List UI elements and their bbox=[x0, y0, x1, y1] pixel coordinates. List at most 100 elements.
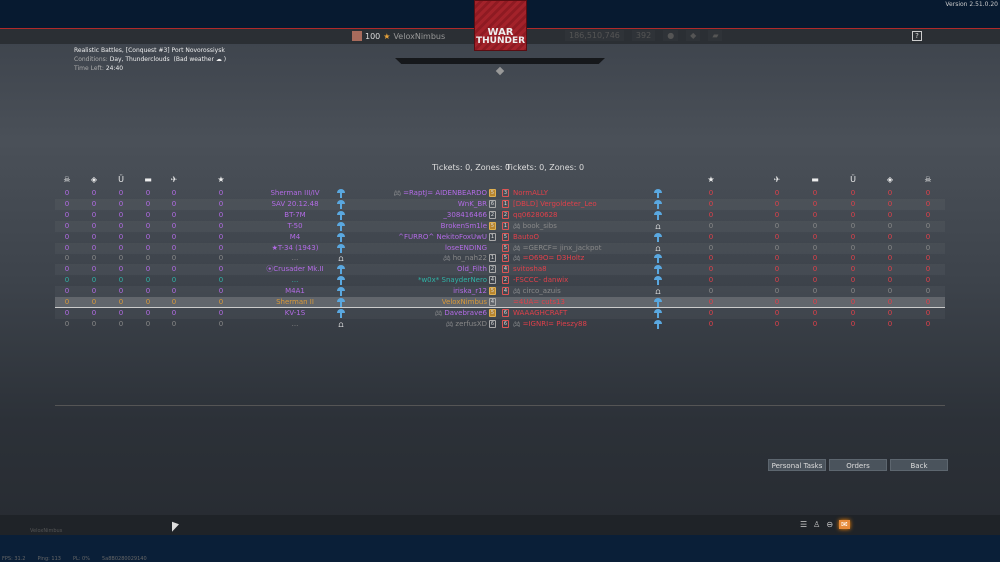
player-name[interactable]: =4UA= cuts13 bbox=[513, 297, 565, 308]
player-name[interactable]: 🎮︎ circo_azuis bbox=[513, 286, 561, 297]
gamepad-icon: 🎮︎ bbox=[393, 190, 402, 197]
player-name[interactable]: svitosha8 bbox=[513, 264, 547, 275]
stat-value: 0 bbox=[850, 298, 856, 306]
table-row[interactable]: 0 0 0 0 0 0 ★T-34 (1943) loseENDING 5 🎮︎ =GERCF= j… bbox=[55, 242, 945, 254]
parachute-icon bbox=[654, 254, 662, 264]
rank-badge: 1 bbox=[489, 254, 496, 263]
air-kill-icon[interactable]: ✈ bbox=[170, 175, 178, 184]
rank-badge: 1 bbox=[489, 232, 496, 241]
table-row[interactable]: 0 0 0 0 0 0 M4 ^FURRO^ NekitoFoxUwU 1 5 BautoO 0 0 0 0… bbox=[55, 232, 945, 243]
stat-value: 0 bbox=[171, 221, 177, 230]
lions-balance: 186,510,746 bbox=[565, 30, 624, 41]
stat-value: 0 bbox=[925, 221, 931, 230]
score-icon[interactable]: ★ bbox=[707, 175, 715, 184]
player-name[interactable]: qq06280628 bbox=[513, 210, 558, 221]
player-name[interactable]: 🎮︎ =IGNRI= Pieszy88 bbox=[513, 319, 587, 330]
stat-value: 0 bbox=[812, 232, 818, 241]
table-row[interactable]: 0 0 0 0 0 0 Sherman III/IV 🎮︎ =RaptJ= AIDENBEARD… bbox=[55, 188, 945, 199]
rank-badge: 2 bbox=[502, 210, 509, 219]
rank-badge: 4 bbox=[502, 287, 509, 296]
table-row[interactable]: 0 0 0 0 0 0 Sherman II VeloxNimbus 4 =4UA= cuts13… bbox=[55, 297, 945, 308]
player-name[interactable]: 🎮︎ zerfusXD bbox=[446, 319, 487, 330]
player-name[interactable]: 🎮︎ =GERCF= jinx_jackpot bbox=[513, 243, 601, 254]
player-name[interactable]: _308416466 bbox=[443, 210, 487, 221]
skull-icon[interactable]: ☠ bbox=[63, 175, 71, 184]
footer-player-name[interactable]: VeloxNimbus bbox=[30, 528, 63, 534]
player-name[interactable]: NormALLY bbox=[513, 188, 548, 199]
assist-icon[interactable]: Ü bbox=[850, 175, 856, 184]
player-name[interactable]: BrokenSm1le bbox=[441, 221, 487, 232]
player-name[interactable]: 🎮︎ ho_nah22 bbox=[443, 253, 487, 264]
player-name[interactable]: 🎮︎ =O69O= D3Holtz bbox=[513, 253, 584, 264]
air-kill-icon[interactable]: ✈ bbox=[773, 175, 781, 184]
gamepad-icon: 🎮︎ bbox=[513, 288, 521, 296]
capture-icon[interactable]: ◈ bbox=[90, 175, 98, 184]
table-row[interactable]: 0 0 0 0 0 0 KV-1S 🎮︎ Davebrave6 5 6 WAAAGHCRAFT 0 0 0 0… bbox=[55, 307, 945, 319]
warbond-icon: ◆ bbox=[686, 30, 701, 41]
parachute-icon bbox=[654, 308, 662, 318]
table-row[interactable]: 0 0 0 0 0 0... ⩍ 🎮︎ zerfusXD 6 6 🎮︎ =IGNRI= Pieszy88… bbox=[55, 319, 945, 330]
table-row[interactable]: 0 0 0 0 0 0 M4A1 iriska_r12 5 4 🎮︎ circo_azuis ⩍ 0 0 0 0… bbox=[55, 286, 945, 298]
table-row[interactable]: 0 0 0 0 0 0... *w0x* SnayderNero 4 2 -FSCCC- danw… bbox=[55, 275, 945, 286]
stat-value: 0 bbox=[171, 308, 177, 317]
player-name[interactable]: WAAAGHCRAFT bbox=[513, 308, 567, 319]
player-info[interactable]: 100 ★ VeloxNimbus bbox=[352, 31, 445, 41]
stat-value: 0 bbox=[145, 308, 151, 317]
stat-value: 0 bbox=[708, 189, 714, 197]
score-icon[interactable]: ★ bbox=[217, 175, 225, 184]
war-thunder-logo[interactable]: WAR THUNDER bbox=[474, 0, 527, 51]
ground-kill-icon[interactable]: ▬ bbox=[144, 175, 152, 184]
player-name[interactable]: iriska_r12 bbox=[453, 286, 487, 297]
parachute-icon bbox=[337, 308, 345, 318]
player-name[interactable]: WnK_BR bbox=[458, 199, 487, 210]
vehicle-name: M4A1 bbox=[285, 287, 305, 296]
player-name-text: ho_nah22 bbox=[452, 254, 487, 263]
stat-value: 0 bbox=[218, 308, 224, 317]
table-row[interactable]: 0 0 0 0 0 0 ⦿Crusader Mk.II Old_Filth 2 4 svitosha… bbox=[55, 264, 945, 276]
player-name[interactable]: [DBLD] Vergoldeter_Leo bbox=[513, 199, 597, 210]
table-row[interactable]: 0 0 0 0 0 0 BT-7M _308416466 2 2 qq06280628 0 0 0 0 0 0 bbox=[55, 210, 945, 221]
assist-icon[interactable]: Ü bbox=[118, 175, 124, 184]
stat-value: 0 bbox=[91, 243, 97, 252]
player-name[interactable]: VeloxNimbus bbox=[442, 297, 487, 308]
ground-kill-icon[interactable]: ▬ bbox=[811, 175, 819, 184]
player-name[interactable]: 🎮︎ Davebrave6 bbox=[435, 308, 487, 319]
player-name-text: _308416466 bbox=[443, 210, 487, 219]
stat-value: 0 bbox=[118, 254, 124, 263]
stat-value: 0 bbox=[708, 254, 714, 263]
player-name[interactable]: -FSCCC- danwix bbox=[513, 275, 568, 286]
mail-icon[interactable]: ✉ bbox=[839, 520, 850, 529]
vehicle-name: ... bbox=[291, 276, 299, 285]
chat-icon[interactable]: ⊖ bbox=[826, 520, 834, 529]
back-button[interactable]: Back bbox=[890, 459, 948, 471]
squad-icon[interactable]: ♙ bbox=[813, 520, 821, 529]
player-name[interactable]: 🎮︎ =RaptJ= AIDENBEARDO bbox=[393, 188, 487, 199]
stat-value: 0 bbox=[887, 265, 893, 274]
stat-value: 0 bbox=[887, 221, 893, 230]
stat-value: 0 bbox=[171, 276, 177, 285]
player-level: 100 bbox=[365, 31, 381, 41]
player-name[interactable]: 🎮︎ book_sibs bbox=[513, 221, 557, 232]
capture-icon[interactable]: ◈ bbox=[886, 175, 894, 184]
table-row[interactable]: 0 0 0 0 0 0 T-50 BrokenSm1le 5 1 🎮︎ book_sibs ⩍ 0 0 0 0 0… bbox=[55, 220, 945, 232]
stat-value: 0 bbox=[118, 189, 124, 197]
rank-badge: 5 bbox=[489, 221, 496, 230]
personal-tasks-button[interactable]: Personal Tasks bbox=[768, 459, 826, 471]
player-name[interactable]: Old_Filth bbox=[457, 264, 487, 275]
stat-value: 0 bbox=[708, 243, 714, 252]
player-name[interactable]: *w0x* SnayderNero bbox=[418, 275, 487, 286]
stat-value: 0 bbox=[708, 319, 714, 328]
table-row[interactable]: 0 0 0 0 0 0... ⩍ 🎮︎ ho_nah22 1 5 🎮︎ =O69O= D3Holtz 0 0… bbox=[55, 253, 945, 264]
status-line: FPS: 31.2 Ping: 113 PL: 0% 5a8B028002914… bbox=[2, 556, 147, 562]
list-icon[interactable]: ☰ bbox=[800, 520, 808, 529]
table-row[interactable]: 0 0 0 0 0 0 SAV 20.12.48 WnK_BR 6 1 [DBLD] Vergold… bbox=[55, 198, 945, 210]
vehicle-name: Sherman II bbox=[276, 298, 314, 306]
help-button[interactable]: ? bbox=[912, 31, 922, 41]
player-name[interactable]: ^FURRO^ NekitoFoxUwU bbox=[398, 232, 487, 243]
skull-icon[interactable]: ☠ bbox=[924, 175, 932, 184]
rank-badge: 5 bbox=[502, 243, 509, 252]
player-name[interactable]: loseENDING bbox=[445, 243, 487, 254]
stat-value: 0 bbox=[171, 243, 177, 252]
orders-button[interactable]: Orders bbox=[829, 459, 887, 471]
player-name[interactable]: BautoO bbox=[513, 232, 539, 243]
